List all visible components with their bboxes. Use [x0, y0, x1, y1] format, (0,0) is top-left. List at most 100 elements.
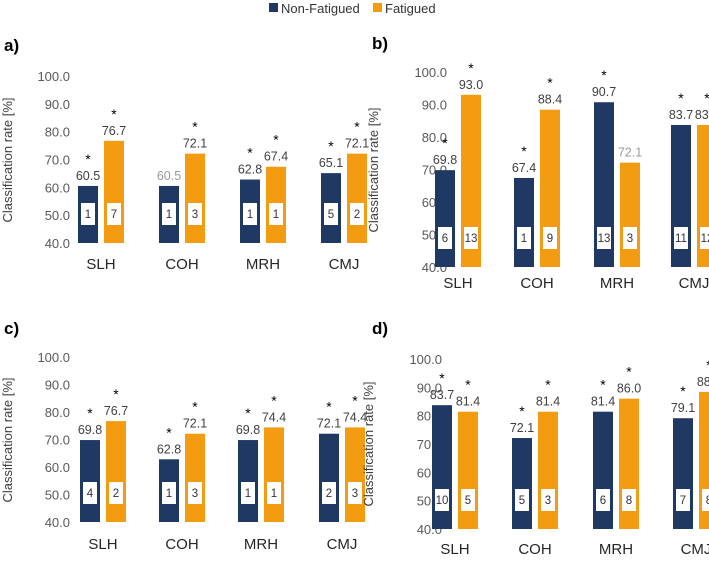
data-label: 76.7 — [104, 404, 128, 418]
count-label: 13 — [598, 233, 611, 245]
x-category-label: MRH — [600, 275, 634, 292]
y-tick-label: 40.0 — [45, 515, 70, 530]
bar-fatigued-cmj — [699, 391, 709, 529]
y-tick-label: 80.0 — [45, 405, 70, 420]
legend: Non-Fatigued Fatigued — [0, 0, 709, 16]
count-label: 3 — [192, 209, 198, 221]
x-category-label: SLH — [443, 275, 472, 292]
count-box — [83, 482, 97, 504]
count-box — [596, 489, 610, 511]
count-box — [348, 482, 362, 504]
count-box — [541, 489, 555, 511]
data-label: 74.4 — [343, 410, 367, 424]
chart-panel-a: a) Classification rate [%] 40.0 50.0 60.0 70.… — [0, 36, 369, 273]
bar-non-fatigued-slh — [80, 440, 100, 522]
count-label: 13 — [465, 233, 478, 245]
bar-fatigued-slh — [458, 411, 478, 529]
count-box — [517, 227, 531, 249]
bar-fatigued-slh — [461, 94, 481, 267]
data-label: 62.8 — [238, 163, 262, 177]
y-tick-label: 80.0 — [45, 125, 70, 140]
count-box — [241, 482, 255, 504]
bar-fatigued-coh — [538, 411, 558, 529]
count-label: 5 — [519, 495, 525, 507]
data-label: 60.5 — [157, 169, 181, 183]
count-label: 6 — [600, 495, 606, 507]
significance-star: * — [245, 405, 251, 421]
count-box — [674, 227, 688, 249]
data-label: 72.1 — [317, 417, 341, 431]
data-label: 67.4 — [512, 161, 536, 175]
count-label: 1 — [521, 233, 527, 245]
y-tick-label: 70.0 — [45, 433, 70, 448]
chart-panel-b: b)Classification rate [%]40.050.060.070.… — [366, 34, 709, 292]
count-box — [435, 489, 449, 511]
data-label: 72.1 — [345, 137, 369, 151]
data-label: 67.4 — [264, 150, 288, 164]
bar-non-fatigued-coh — [512, 438, 532, 529]
bar-fatigued-slh — [104, 140, 124, 243]
count-label: 2 — [113, 488, 119, 500]
count-box — [324, 203, 338, 225]
significance-star: * — [87, 405, 93, 421]
significance-star: * — [521, 143, 527, 159]
count-box — [623, 227, 637, 249]
x-category-label: COH — [165, 256, 198, 273]
data-label: 65.1 — [319, 156, 343, 170]
bar-non-fatigued-cmj — [319, 433, 339, 522]
count-box — [188, 203, 202, 225]
significance-star: * — [704, 90, 709, 106]
significance-star: * — [468, 60, 474, 76]
count-box — [438, 227, 452, 249]
count-label: 2 — [354, 209, 360, 221]
count-label: 4 — [87, 488, 94, 500]
count-box — [322, 482, 336, 504]
count-label: 1 — [271, 488, 277, 500]
count-box — [622, 489, 636, 511]
y-tick-label: 100.0 — [37, 69, 70, 84]
y-tick-label: 60.0 — [45, 460, 70, 475]
data-label: 88.4 — [697, 375, 709, 389]
bar-non-fatigued-slh — [435, 170, 455, 267]
legend-swatch-non-fatigued — [269, 3, 278, 12]
count-label: 1 — [273, 209, 279, 221]
count-box — [700, 227, 709, 249]
data-label: 74.4 — [262, 410, 286, 424]
significance-star: * — [111, 106, 117, 122]
significance-star: * — [545, 377, 551, 393]
data-label: 72.1 — [183, 417, 207, 431]
count-label: 1 — [166, 209, 172, 221]
y-tick-label: 60.0 — [45, 180, 70, 195]
panel-label: b) — [372, 34, 388, 53]
significance-star: * — [192, 119, 198, 135]
y-tick-label: 90.0 — [422, 98, 447, 113]
count-box — [162, 203, 176, 225]
count-label: 12 — [701, 233, 709, 245]
count-box — [543, 227, 557, 249]
x-category-label: SLH — [440, 541, 469, 558]
bar-non-fatigued-mrh — [593, 411, 613, 529]
bar-non-fatigued-mrh — [594, 102, 614, 267]
count-box — [188, 482, 202, 504]
x-category-label: SLH — [86, 256, 115, 273]
legend-swatch-fatigued — [373, 3, 382, 12]
count-label: 1 — [85, 209, 91, 221]
data-label: 81.4 — [591, 395, 615, 409]
data-label: 76.7 — [102, 124, 126, 138]
count-label: 7 — [111, 209, 117, 221]
count-box — [243, 203, 257, 225]
y-tick-label: 80.0 — [422, 130, 447, 145]
y-tick-label: 100.0 — [414, 65, 447, 80]
significance-star: * — [442, 135, 448, 151]
significance-star: * — [166, 424, 172, 440]
data-label: 86.0 — [617, 382, 641, 396]
count-box — [597, 227, 611, 249]
count-box — [81, 203, 95, 225]
significance-star: * — [326, 399, 332, 415]
significance-star: * — [439, 370, 445, 386]
count-label: 11 — [675, 233, 687, 245]
y-tick-label: 50.0 — [45, 488, 70, 503]
count-label: 1 — [245, 488, 251, 500]
x-category-label: SLH — [88, 536, 117, 553]
y-tick-label: 70.0 — [45, 153, 70, 168]
